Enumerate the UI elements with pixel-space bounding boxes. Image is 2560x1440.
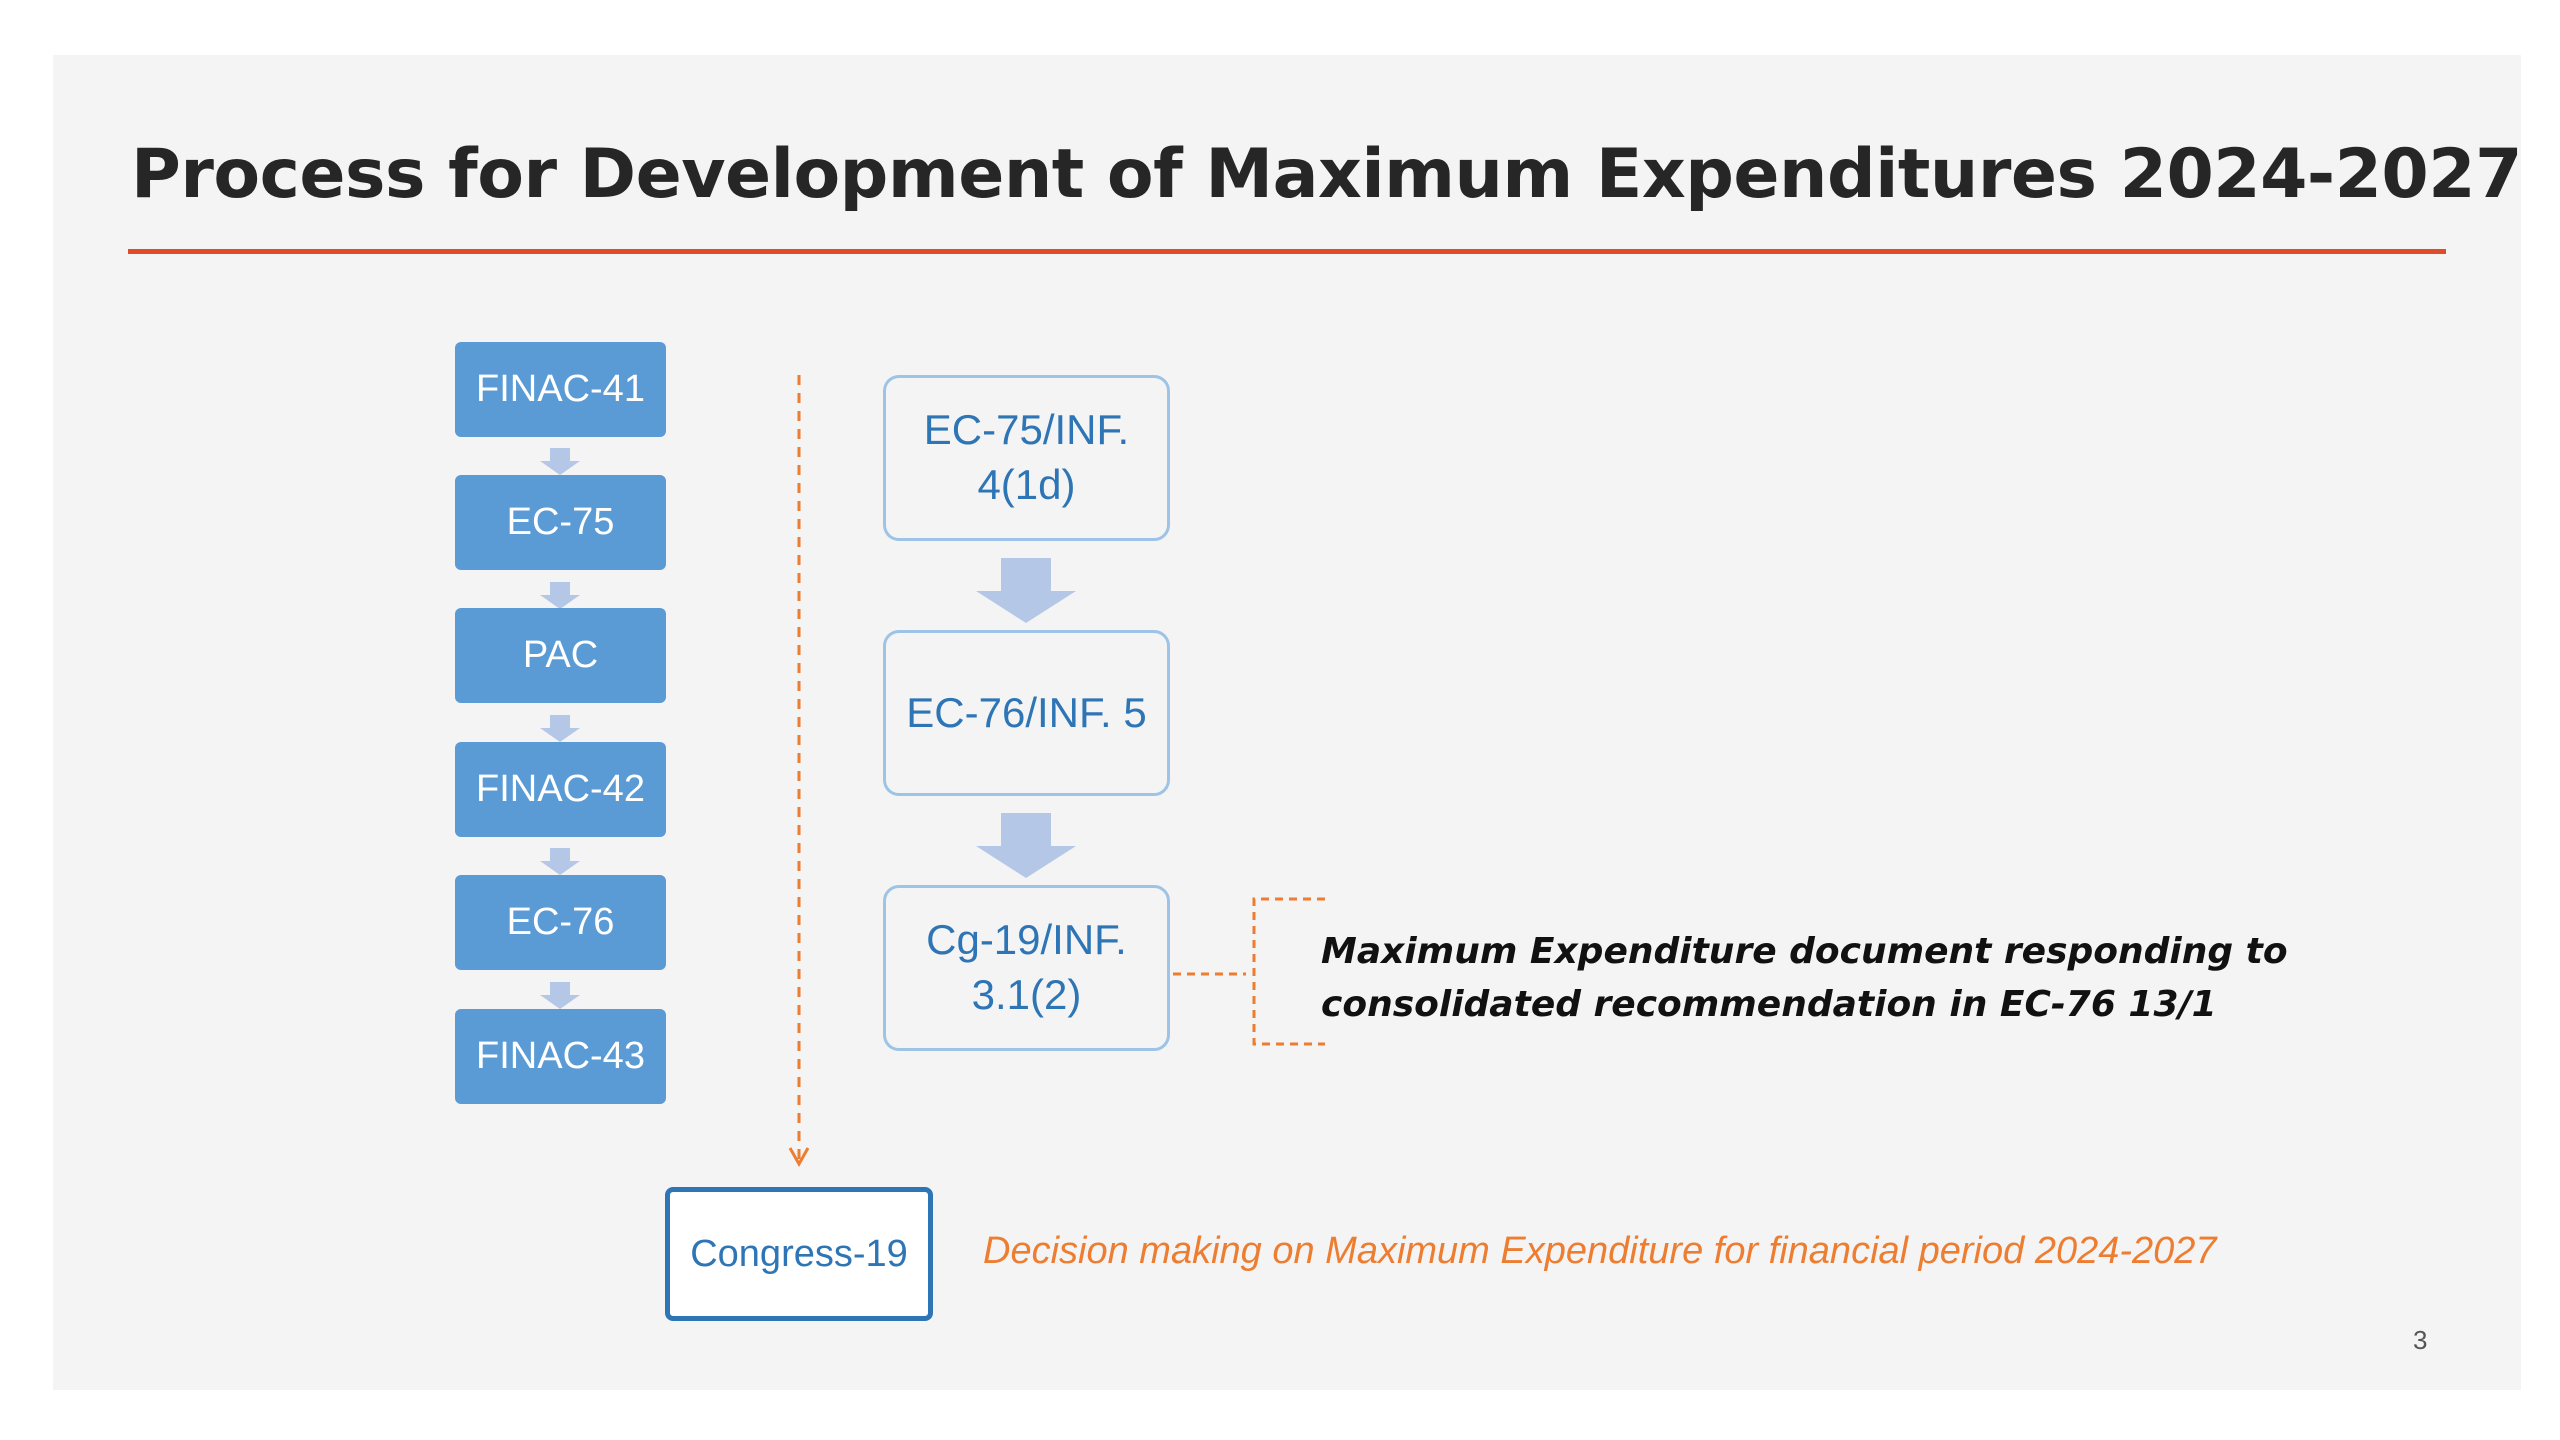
step-ec-76: EC-76	[455, 875, 666, 970]
note-line1: Maximum Expenditure document responding …	[1321, 931, 2288, 972]
page-number: 3	[2413, 1325, 2428, 1355]
step-finac-42: FINAC-42	[455, 742, 666, 837]
step-arrow-5	[540, 982, 580, 1009]
step-arrow-2	[540, 582, 580, 609]
note-line2: consolidated recommendation in EC-76 13/…	[1321, 984, 2217, 1025]
max-expenditure-note: Maximum Expenditure document responding …	[1321, 925, 2421, 1031]
dashed-timeline-arrowhead	[788, 1147, 810, 1168]
doc-cg-19-inf: Cg-19/INF. 3.1(2)	[883, 885, 1170, 1051]
doc-arrow-1	[976, 558, 1076, 623]
step-pac: PAC	[455, 608, 666, 703]
doc-arrow-2	[976, 813, 1076, 878]
doc-ec-75-inf-line1: EC-75/INF.	[923, 406, 1130, 454]
title-underline	[128, 249, 2446, 254]
note-bracket	[1252, 897, 1325, 1046]
step-finac-43: FINAC-43	[455, 1009, 666, 1104]
congress-19-box: Congress-19	[665, 1187, 933, 1321]
connectors-layer	[540, 375, 1325, 1168]
step-arrow-4	[540, 848, 580, 875]
decision-note: Decision making on Maximum Expenditure f…	[983, 1230, 2217, 1272]
doc-cg-19-inf-line2: 3.1(2)	[971, 971, 1082, 1018]
step-finac-41: FINAC-41	[455, 342, 666, 437]
doc-ec-76-inf-label: EC-76/INF. 5	[906, 688, 1147, 736]
step-ec-75: EC-75	[455, 475, 666, 570]
step-arrow-1	[540, 448, 580, 475]
doc-ec-75-inf: EC-75/INF. 4(1d)	[883, 375, 1170, 541]
slide-title: Process for Development of Maximum Expen…	[131, 135, 2522, 214]
doc-cg-19-inf-line1: Cg-19/INF.	[926, 916, 1127, 964]
step-arrow-3	[540, 715, 580, 742]
doc-ec-76-inf: EC-76/INF. 5	[883, 630, 1170, 796]
slide: Process for Development of Maximum Expen…	[53, 55, 2522, 1390]
doc-ec-75-inf-line2: 4(1d)	[977, 461, 1076, 508]
